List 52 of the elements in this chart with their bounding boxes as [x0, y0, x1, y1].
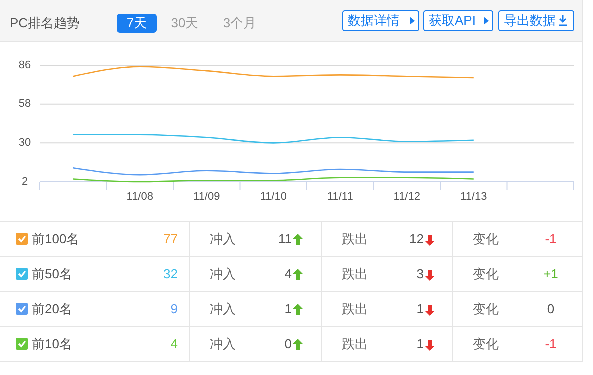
- text: 3: [416, 266, 424, 282]
- y-tick-label: 2: [22, 176, 28, 188]
- text: 4: [170, 336, 178, 352]
- line-series: [72, 167, 475, 176]
- text: 4: [284, 266, 292, 282]
- text: 导出数据: [504, 12, 556, 28]
- legend-label: 前20名: [32, 301, 72, 316]
- text: 11: [278, 231, 292, 246]
- text: 7天: [126, 15, 148, 30]
- text: 冲入: [210, 336, 236, 352]
- x-tick-label: 11/11: [327, 190, 354, 203]
- x-tick-label: 11/13: [460, 190, 488, 203]
- x-tick-label: 11/08: [126, 190, 154, 203]
- x-tick-label: 11/09: [194, 190, 220, 203]
- line-series: [72, 66, 475, 79]
- text: 跌出: [342, 301, 368, 316]
- text: 冲入: [210, 301, 236, 316]
- text: 变化: [473, 301, 499, 316]
- text: 变化: [473, 231, 499, 246]
- text: 冲入: [210, 231, 236, 246]
- text: 3个月: [223, 15, 257, 30]
- legend-label: 前50名: [32, 266, 72, 282]
- text: 1: [416, 301, 424, 316]
- text: 0: [284, 336, 292, 352]
- text: 跌出: [342, 231, 368, 246]
- text: 77: [164, 231, 178, 246]
- text: 变化: [473, 266, 499, 282]
- text: 30天: [171, 15, 199, 30]
- text: -1: [545, 231, 557, 246]
- text: 跌出: [342, 266, 368, 282]
- text: 1: [284, 301, 292, 316]
- text: 跌出: [342, 336, 368, 352]
- text: 冲入: [210, 266, 236, 282]
- text: 变化: [473, 336, 499, 352]
- line-series: [72, 134, 475, 144]
- y-tick-label: 30: [18, 137, 32, 150]
- legend-label: 前100名: [32, 231, 80, 246]
- text: 9: [170, 301, 178, 316]
- text: -1: [545, 336, 557, 352]
- x-tick-label: 11/12: [394, 190, 420, 203]
- text: 0: [547, 301, 555, 316]
- chart-title: PC排名趋势: [10, 15, 80, 30]
- text: 数据详情: [348, 12, 400, 28]
- text: 12: [410, 231, 424, 246]
- legend-label: 前10名: [32, 336, 72, 352]
- text: 1: [416, 336, 424, 352]
- text: 32: [164, 266, 178, 282]
- y-tick-label: 58: [18, 98, 32, 110]
- x-tick-label: 11/10: [260, 190, 287, 203]
- text: +1: [544, 266, 558, 282]
- y-tick-label: 86: [18, 59, 32, 72]
- text: 获取API: [429, 12, 476, 28]
